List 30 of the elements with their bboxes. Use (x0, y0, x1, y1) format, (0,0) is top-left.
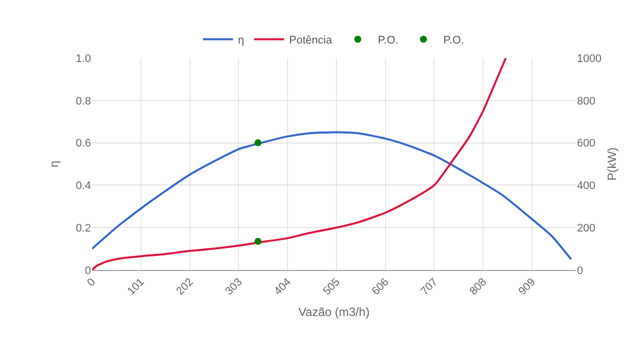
x-tick-label: 202 (174, 276, 196, 298)
y2-tick-label: 800 (577, 95, 596, 108)
line-series (92, 58, 507, 270)
y-tick-label: 0.2 (76, 222, 91, 234)
y2-tick-label: 200 (577, 222, 596, 234)
x-tick-label: 606 (370, 276, 392, 298)
legend-label: η (238, 34, 244, 47)
line-series (92, 131, 572, 260)
y-tick-label: 0.6 (76, 138, 91, 150)
x-tick-label: 303 (223, 276, 245, 298)
y-tick-label: 1.0 (76, 52, 91, 65)
y-axis-title: η (47, 160, 61, 168)
legend-label: P.O. (378, 34, 398, 47)
y2-tick-label: 1000 (577, 52, 602, 65)
legend-label: P.O. (443, 34, 464, 47)
y2-axis-title: P(kW) (605, 147, 619, 181)
x-tick-label: 909 (516, 276, 538, 298)
x-tick-label: 808 (468, 276, 490, 298)
x-tick-label: 707 (418, 276, 440, 298)
x-tick-label: 101 (125, 276, 147, 298)
y-tick-label: 0 (84, 264, 91, 277)
y2-tick-label: 400 (577, 180, 596, 192)
y2-tick-label: 0 (577, 264, 584, 277)
legend-label: Potência (289, 34, 333, 47)
x-axis-title: Vazão (m3/h) (298, 305, 370, 319)
x-tick-label: 404 (272, 276, 294, 298)
y-tick-label: 0.8 (76, 95, 91, 108)
x-tick-label: 505 (320, 276, 342, 298)
y2-tick-label: 600 (577, 138, 596, 150)
y-tick-label: 0.4 (76, 180, 91, 192)
